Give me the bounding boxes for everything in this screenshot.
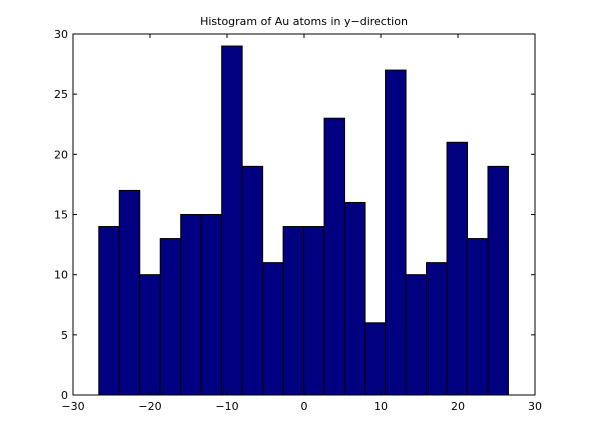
y-tick-label: 20	[54, 148, 68, 161]
histogram-bar	[118, 189, 141, 396]
x-tick-label: 20	[451, 400, 465, 413]
y-tick-label: 25	[54, 88, 68, 101]
histogram-bar	[405, 274, 428, 396]
y-axis: 0 5 10 15 20 25 30	[54, 28, 535, 402]
y-tick-label: 0	[61, 389, 68, 402]
x-tick-label: 10	[374, 400, 388, 413]
histogram-bar	[159, 238, 182, 396]
histogram-bar	[303, 226, 325, 396]
histogram-bar	[262, 262, 284, 396]
histogram-bar	[98, 226, 120, 396]
histogram-bar	[282, 226, 305, 396]
histogram-bar	[180, 214, 202, 396]
x-tick-label: −20	[138, 400, 161, 413]
histogram-bar	[200, 214, 223, 396]
x-axis: −30 −20 −10 0 10 20 30	[61, 34, 542, 413]
y-tick-label: 15	[54, 209, 68, 222]
histogram-bar	[385, 69, 407, 396]
histogram-bar	[446, 141, 468, 396]
chart-title: Histogram of Au atoms in y−direction	[200, 15, 408, 28]
histogram-bar	[466, 238, 489, 396]
y-tick-label: 30	[54, 28, 68, 41]
y-tick-label: 5	[61, 329, 68, 342]
bars-group	[98, 45, 509, 396]
histogram-bar	[139, 274, 161, 396]
histogram-bar	[487, 165, 509, 396]
x-tick-label: −30	[61, 400, 84, 413]
x-tick-label: −10	[215, 400, 238, 413]
x-tick-label: 0	[301, 400, 308, 413]
histogram-bar	[221, 45, 243, 396]
x-tick-label: 30	[528, 400, 542, 413]
histogram-bar	[241, 165, 264, 396]
histogram-bar	[344, 201, 366, 396]
y-tick-label: 10	[54, 269, 68, 282]
histogram-bar	[426, 262, 448, 396]
histogram-bar	[323, 117, 346, 396]
histogram-bar	[364, 322, 387, 396]
